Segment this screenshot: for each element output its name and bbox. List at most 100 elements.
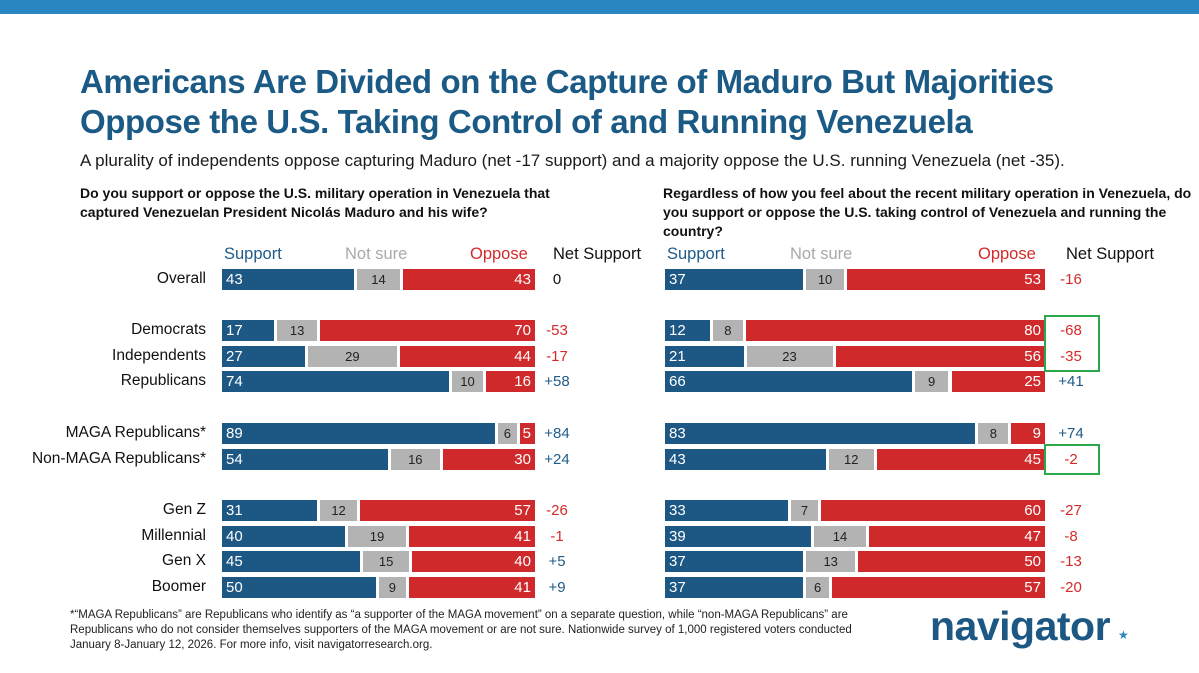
right-bar-support: 37: [665, 577, 804, 598]
page-title: Americans Are Divided on the Capture of …: [80, 63, 1054, 140]
right-net-support: -35: [1060, 348, 1082, 365]
left-bar-support: 45: [222, 551, 361, 572]
left-bar-support: 40: [222, 526, 345, 547]
right-bar-notsure: 9: [914, 371, 949, 392]
right-bar-notsure: 12: [828, 449, 874, 470]
right-bar-support: 66: [665, 371, 912, 392]
right-bar-oppose: 45: [876, 449, 1045, 470]
right-bar-oppose: 60: [820, 500, 1045, 521]
left-bar-oppose: 30: [442, 449, 535, 470]
right-header-notsure: Not sure: [790, 245, 853, 263]
right-bar-notsure: 8: [978, 423, 1009, 444]
right-bar-support: 37: [665, 269, 804, 290]
right-bar-oppose: 25: [951, 371, 1045, 392]
left-net-support: +24: [544, 451, 570, 468]
left-bar-notsure: 13: [277, 320, 318, 341]
left-net-support: +5: [548, 553, 566, 570]
left-bar-notsure: 9: [378, 577, 407, 598]
right-chart-question: Regardless of how you feel about the rec…: [663, 185, 1192, 239]
left-bar-notsure: 29: [307, 346, 397, 367]
right-header-oppose: Oppose: [978, 245, 1036, 263]
right-bar-notsure: 14: [813, 526, 867, 547]
left-bar-oppose: 16: [485, 371, 535, 392]
left-bar-notsure: 16: [390, 449, 440, 470]
left-bar-oppose: 5: [519, 423, 535, 444]
right-net-support: +41: [1058, 373, 1084, 390]
left-bar-support: 43: [222, 269, 354, 290]
right-bar-oppose: 80: [745, 320, 1045, 341]
right-bar-support: 43: [665, 449, 826, 470]
right-bar-notsure: 10: [806, 269, 844, 290]
right-bar-notsure: 8: [712, 320, 743, 341]
right-bar-support: 37: [665, 551, 804, 572]
right-bar-notsure: 6: [806, 577, 829, 598]
page-subtitle: A plurality of independents oppose captu…: [80, 151, 1065, 170]
row-label: Boomer: [151, 578, 206, 595]
left-header-notsure: Not sure: [345, 245, 408, 263]
left-bar-oppose: 70: [320, 320, 535, 341]
logo-star-icon: ★: [1118, 628, 1129, 642]
left-bar-support: 17: [222, 320, 275, 341]
right-net-support: -8: [1064, 528, 1078, 545]
row-label: Independents: [112, 347, 206, 364]
left-net-support: +58: [544, 373, 570, 390]
left-bar-oppose: 41: [409, 526, 535, 547]
right-bar-support: 12: [665, 320, 710, 341]
right-bar-support: 83: [665, 423, 976, 444]
left-bar-notsure: 12: [320, 500, 357, 521]
left-net-support: -1: [550, 528, 564, 545]
left-net-support: +9: [548, 579, 566, 596]
row-label: Millennial: [141, 527, 206, 544]
row-label: Gen Z: [162, 501, 206, 518]
row-label: Non-MAGA Republicans*: [31, 450, 206, 467]
row-label: Democrats: [131, 321, 206, 338]
right-bar-oppose: 50: [858, 551, 1045, 572]
right-bar-notsure: 23: [746, 346, 833, 367]
left-header-support: Support: [224, 245, 282, 263]
left-bar-notsure: 14: [357, 269, 400, 290]
right-bar-support: 33: [665, 500, 789, 521]
right-net-support: -13: [1060, 553, 1082, 570]
right-highlight-box: [1044, 444, 1100, 475]
row-label: Gen X: [162, 552, 206, 569]
left-net-support: -17: [546, 348, 568, 365]
left-net-support: -53: [546, 322, 568, 339]
right-header-net: Net Support: [1066, 245, 1155, 263]
left-bar-support: 27: [222, 346, 305, 367]
right-bar-notsure: 7: [791, 500, 818, 521]
right-net-support: -20: [1060, 579, 1082, 596]
row-label: Overall: [156, 270, 206, 287]
right-header-support: Support: [667, 245, 725, 263]
right-bar-notsure: 13: [806, 551, 855, 572]
left-bar-support: 54: [222, 449, 388, 470]
left-net-support: 0: [552, 271, 562, 288]
footnote: *“MAGA Republicans” are Republicans who …: [70, 609, 852, 651]
left-bar-support: 50: [222, 577, 376, 598]
left-bar-notsure: 15: [363, 551, 410, 572]
left-header-net: Net Support: [553, 245, 642, 263]
right-bar-oppose: 53: [846, 269, 1045, 290]
right-net-support: -27: [1060, 502, 1082, 519]
left-bar-oppose: 41: [409, 577, 535, 598]
left-bar-support: 31: [222, 500, 318, 521]
left-net-support: +84: [544, 425, 570, 442]
left-bar-oppose: 43: [402, 269, 535, 290]
right-bar-oppose: 9: [1011, 423, 1045, 444]
left-bar-oppose: 57: [360, 500, 535, 521]
right-net-support: -16: [1060, 271, 1082, 288]
right-bar-oppose: 47: [869, 526, 1045, 547]
right-bar-oppose: 56: [835, 346, 1045, 367]
left-bar-oppose: 44: [399, 346, 535, 367]
right-bar-support: 21: [665, 346, 744, 367]
left-bar-notsure: 19: [347, 526, 407, 547]
row-label: MAGA Republicans*: [65, 424, 206, 441]
right-highlight-box: [1044, 315, 1100, 372]
left-bar-notsure: 10: [452, 371, 483, 392]
row-label: Republicans: [120, 372, 206, 389]
right-bar-oppose: 57: [831, 577, 1045, 598]
right-bar-support: 39: [665, 526, 811, 547]
right-net-support: +74: [1058, 425, 1084, 442]
left-bar-notsure: 6: [498, 423, 517, 444]
left-bar-support: 74: [222, 371, 450, 392]
left-header-oppose: Oppose: [470, 245, 528, 263]
